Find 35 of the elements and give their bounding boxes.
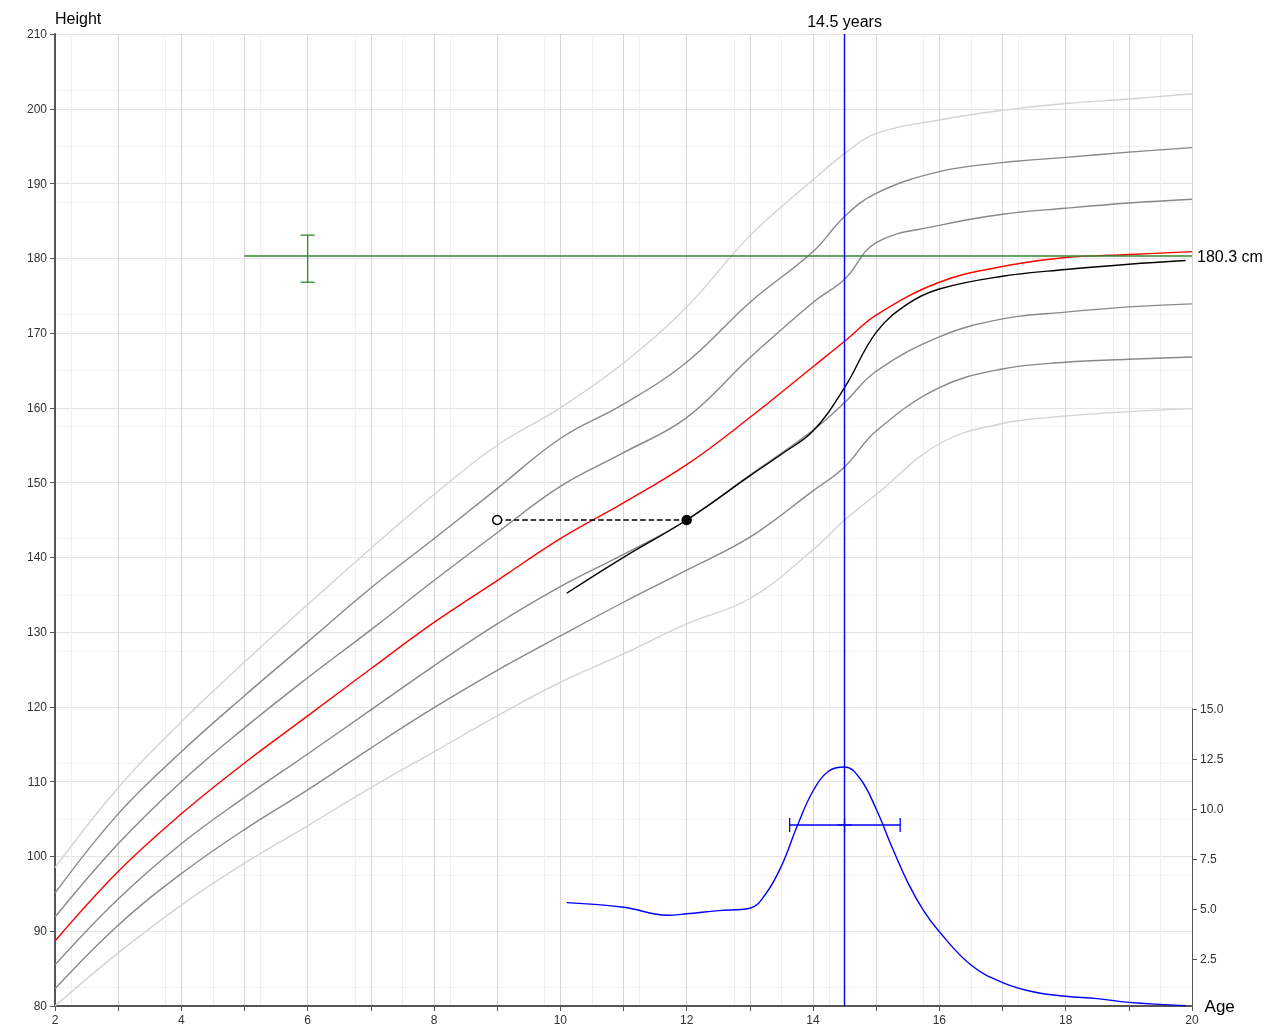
x-tick-label: 8 (430, 1013, 438, 1027)
y-tick-label: 180 (26, 251, 48, 266)
y-tick-label: 210 (26, 27, 48, 41)
x-tick-label: 16 (932, 1013, 947, 1027)
x-tick-label: 4 (177, 1013, 185, 1027)
y-tick-label: 200 (26, 101, 48, 116)
y2-tick-label: 10.0 (1200, 801, 1224, 816)
x-tick-label: 12 (679, 1013, 694, 1027)
x-tick-label: 6 (304, 1013, 312, 1027)
annotation: 180.3 cm (1197, 247, 1263, 265)
y-tick-label: 130 (26, 625, 48, 640)
y-tick-label: 140 (26, 550, 48, 565)
y-tick-label: 190 (26, 176, 48, 191)
y2-tick-label: 7.5 (1200, 852, 1218, 866)
y2-tick-label: 15.0 (1200, 701, 1224, 716)
line-series (565, 259, 1187, 594)
y-tick-label: 100 (26, 849, 48, 864)
x-tick-label: 20 (1185, 1013, 1199, 1027)
x-tick-label: 10 (553, 1013, 568, 1027)
ref-line-label: 14.5 years (807, 12, 882, 30)
x-tick-label: 14 (806, 1013, 820, 1027)
x-axis-title: Age (1204, 996, 1235, 1016)
y-tick-label: 110 (27, 774, 48, 789)
y-tick-label: 170 (26, 326, 48, 341)
y-axis-title: Height (55, 9, 102, 27)
y-tick-label: 80 (33, 999, 48, 1013)
y2-tick-label: 5.0 (1200, 902, 1218, 916)
y-tick-label: 120 (26, 699, 48, 714)
x-tick-label: 18 (1058, 1013, 1073, 1027)
y2-tick-label: 12.5 (1200, 751, 1224, 766)
x-tick-label: 2 (51, 1013, 59, 1027)
y-tick-label: 150 (26, 475, 48, 490)
y2-tick-label: 2.5 (1200, 952, 1218, 966)
y-tick-label: 160 (26, 400, 48, 415)
y-tick-label: 90 (33, 924, 48, 939)
